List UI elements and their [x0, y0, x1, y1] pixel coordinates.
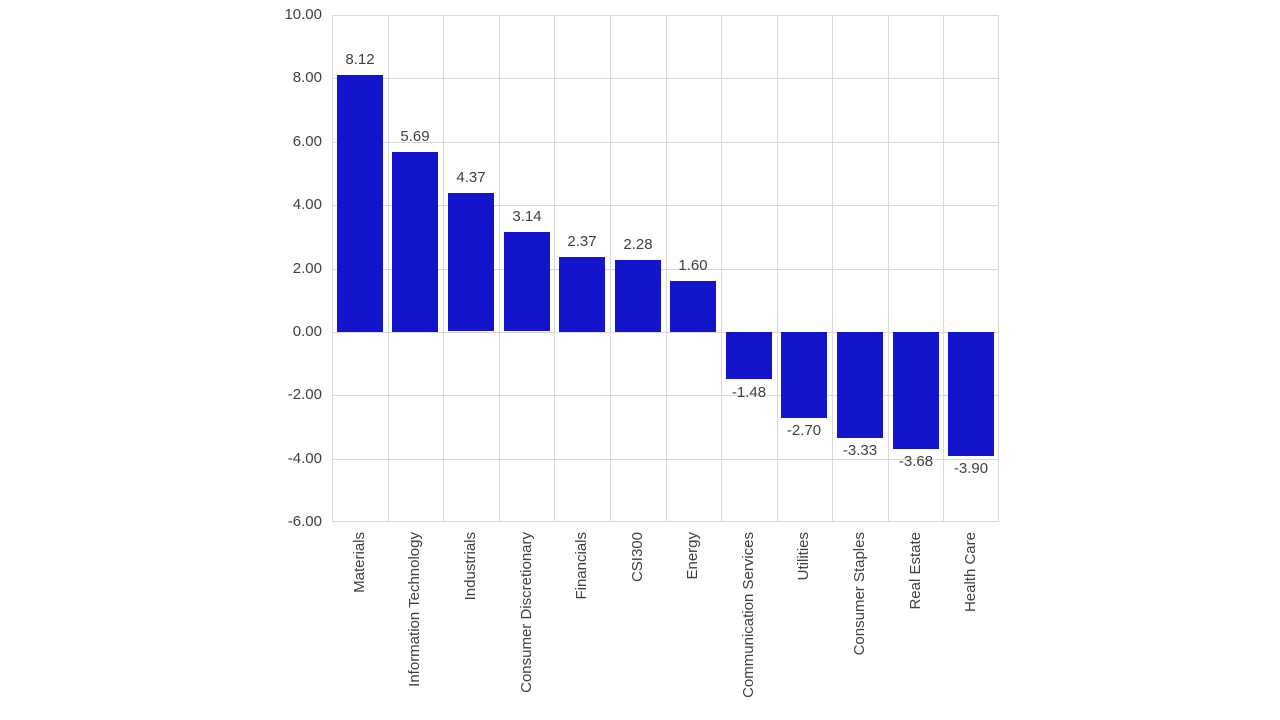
horizontal-gridline — [333, 395, 998, 396]
data-label: -2.70 — [786, 422, 822, 439]
x-axis-category-label: CSI300 — [629, 532, 646, 583]
data-label: -3.90 — [953, 460, 989, 477]
bar — [726, 332, 772, 379]
x-axis-category-label: Consumer Staples — [851, 532, 868, 656]
y-axis-tick-label: 4.00 — [292, 196, 322, 213]
x-axis-category-label: Communication Services — [740, 532, 757, 698]
vertical-gridline — [666, 16, 667, 521]
data-label: -3.33 — [842, 442, 878, 459]
x-axis-category-label: Consumer Discretionary — [518, 532, 535, 693]
bar — [781, 332, 827, 418]
vertical-gridline — [721, 16, 722, 521]
y-axis-tick-label: 6.00 — [292, 133, 322, 150]
y-axis-tick-label: 2.00 — [292, 260, 322, 277]
y-axis-tick-label: 0.00 — [292, 323, 322, 340]
x-axis-category-label: Information Technology — [406, 532, 423, 687]
x-axis-category-label: Industrials — [462, 532, 479, 601]
data-label: 1.60 — [678, 257, 708, 274]
data-label: 4.37 — [456, 169, 486, 186]
vertical-gridline — [943, 16, 944, 521]
bar — [670, 281, 716, 332]
x-axis-category-label: Materials — [351, 532, 368, 593]
x-axis-category-label: Financials — [573, 532, 590, 600]
y-axis-tick-label: 8.00 — [292, 69, 322, 86]
vertical-gridline — [832, 16, 833, 521]
data-label: 2.37 — [567, 233, 597, 250]
bar — [893, 332, 939, 449]
data-label: 8.12 — [345, 51, 375, 68]
x-axis-category-label: Health Care — [962, 532, 979, 613]
horizontal-gridline — [333, 459, 998, 460]
horizontal-gridline — [333, 78, 998, 79]
bar — [948, 332, 994, 456]
vertical-gridline — [499, 16, 500, 521]
data-label: -1.48 — [731, 384, 767, 401]
data-label: 2.28 — [623, 236, 653, 253]
x-axis-category-label: Utilities — [795, 532, 812, 581]
x-axis-category-label: Real Estate — [907, 532, 924, 610]
vertical-gridline — [610, 16, 611, 521]
x-axis-category-label: Energy — [684, 532, 701, 580]
vertical-gridline — [888, 16, 889, 521]
horizontal-gridline — [333, 269, 998, 270]
data-label: 5.69 — [400, 128, 430, 145]
data-label: -3.68 — [898, 453, 934, 470]
y-axis-tick-label: 10.00 — [284, 6, 322, 23]
bar — [504, 232, 550, 331]
vertical-gridline — [443, 16, 444, 521]
bar — [337, 75, 383, 332]
horizontal-gridline — [333, 142, 998, 143]
bar — [392, 152, 438, 332]
vertical-gridline — [388, 16, 389, 521]
bar — [615, 260, 661, 332]
bar — [559, 257, 605, 332]
data-label: 3.14 — [512, 208, 542, 225]
vertical-gridline — [777, 16, 778, 521]
vertical-gridline — [554, 16, 555, 521]
bar — [837, 332, 883, 438]
bar — [448, 193, 494, 331]
horizontal-gridline — [333, 205, 998, 206]
y-axis-tick-label: -4.00 — [287, 450, 322, 467]
y-axis-tick-label: -6.00 — [287, 513, 322, 530]
horizontal-gridline — [333, 332, 998, 333]
y-axis-tick-label: -2.00 — [287, 386, 322, 403]
